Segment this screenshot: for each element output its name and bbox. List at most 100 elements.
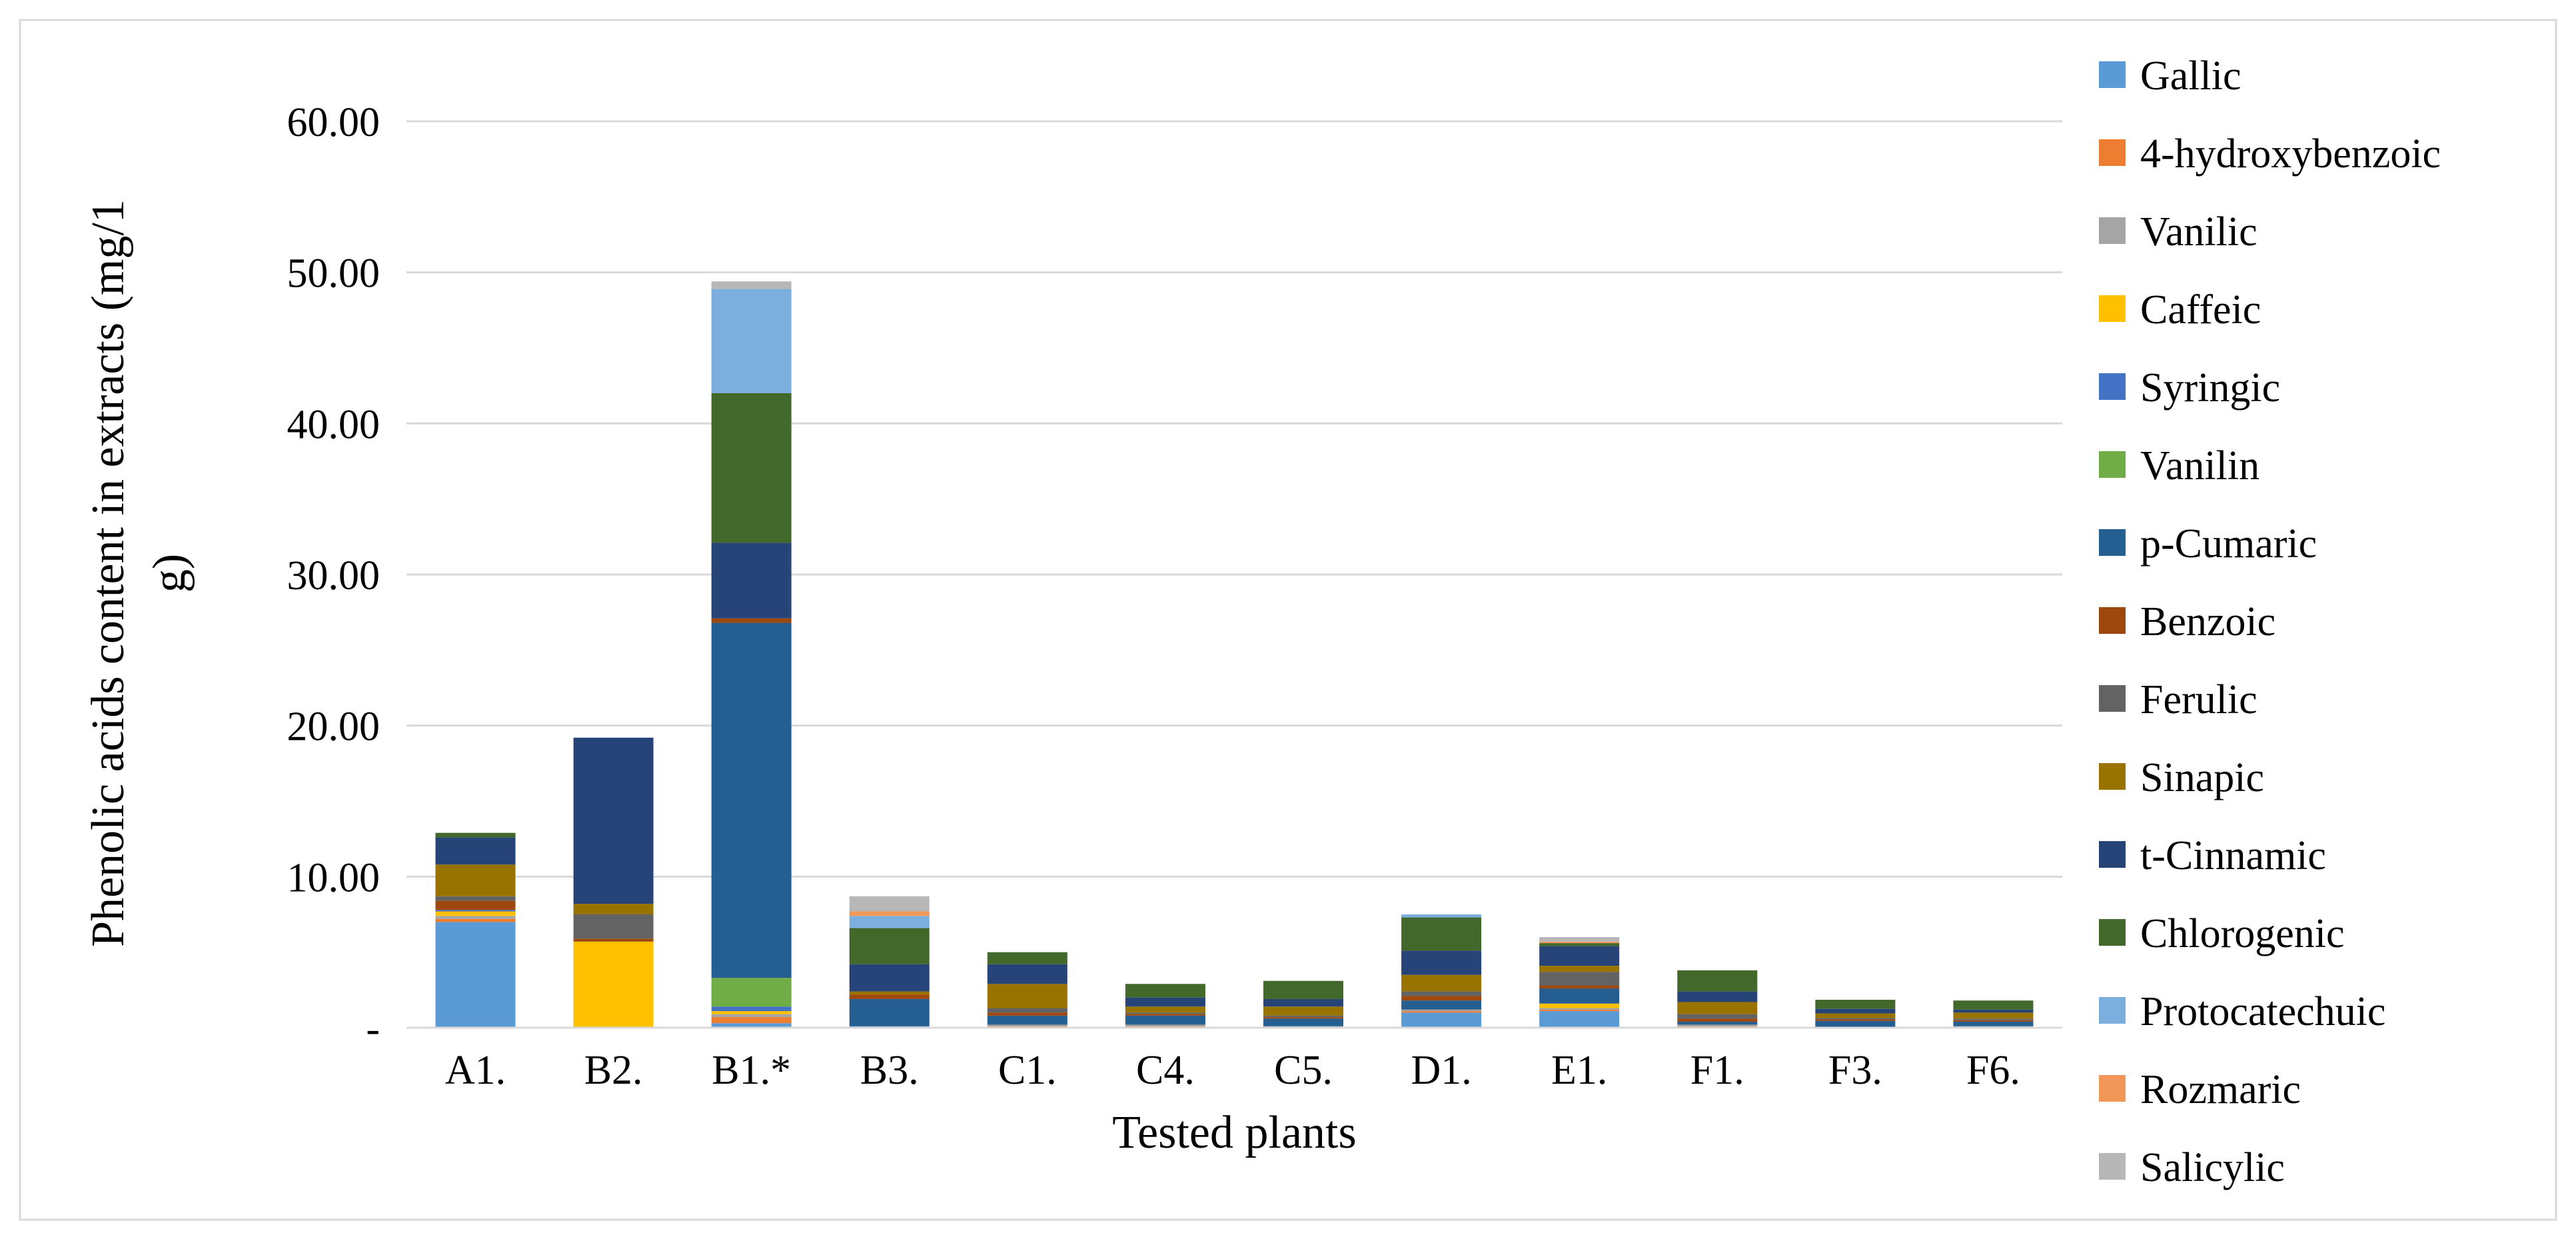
- bar-segment: [1263, 980, 1344, 999]
- bar-segment: [573, 737, 654, 904]
- bar-segment: [1401, 914, 1482, 918]
- legend-label: Vanilin: [2140, 443, 2259, 489]
- bar-segment: [1677, 1024, 1758, 1026]
- x-tick-label: B1.*: [712, 1048, 791, 1093]
- bar-segment: [849, 911, 930, 916]
- bar-segment: [1953, 1018, 2034, 1020]
- y-tick-label: 40.00: [287, 402, 380, 447]
- bar-segment: [1125, 997, 1205, 1007]
- bar-segment: [435, 918, 516, 922]
- x-tick-label: A1.: [445, 1048, 506, 1093]
- x-tick-label: C4.: [1136, 1048, 1195, 1093]
- bar-segment: [1539, 1009, 1620, 1012]
- legend-label: Syringic: [2140, 365, 2280, 411]
- bar-segment: [1677, 991, 1758, 1002]
- legend-swatch: [2099, 1075, 2126, 1102]
- axes: - 10.00 20.00 30.00 40.00 50.00 60.00 A1. B2. B1.…: [83, 100, 2062, 1158]
- bar-segment: [711, 281, 792, 289]
- bar-segment: [711, 978, 792, 1007]
- bar-segment: [987, 984, 1067, 1008]
- bar-segment: [1953, 1020, 2034, 1022]
- bar-segment: [1539, 946, 1620, 966]
- x-tick-label: F1.: [1690, 1048, 1744, 1093]
- bar-segment: [1539, 941, 1620, 944]
- bar-segment: [1539, 1011, 1620, 1028]
- legend-label: p-Cumaric: [2140, 521, 2317, 567]
- legend-label: Salicylic: [2140, 1145, 2285, 1190]
- legend-swatch: [2099, 1153, 2126, 1180]
- bar-segment: [1539, 1008, 1620, 1010]
- legend-label: Benzoic: [2140, 599, 2275, 644]
- bar-segment: [711, 289, 792, 393]
- legend-swatch: [2099, 529, 2126, 556]
- bar-segment: [1401, 1009, 1482, 1012]
- bar-segment: [711, 1011, 792, 1014]
- legend-swatch: [2099, 919, 2126, 946]
- legend-swatch: [2099, 763, 2126, 790]
- bar-segment: [1125, 1015, 1205, 1025]
- x-tick-label: E1.: [1551, 1048, 1607, 1093]
- bar-segment: [1815, 1020, 1896, 1027]
- bar-segment: [711, 622, 792, 978]
- bar-segment: [435, 911, 516, 916]
- bar-segment: [849, 916, 930, 928]
- x-tick-label: F3.: [1828, 1048, 1882, 1093]
- bar-segment: [1539, 988, 1620, 1004]
- bar-segment: [987, 952, 1067, 964]
- bar-segment: [711, 1023, 792, 1028]
- bar-segment: [1263, 1006, 1344, 1016]
- bar-segment: [1539, 972, 1620, 986]
- legend-label: Rozmaric: [2140, 1067, 2301, 1112]
- bar-segment: [573, 914, 654, 939]
- bar-segment: [711, 543, 792, 619]
- legend-label: Protocatechuic: [2140, 989, 2385, 1034]
- legend-swatch: [2099, 451, 2126, 478]
- bar-segment: [1401, 996, 1482, 1001]
- y-axis-title: g): [144, 554, 195, 593]
- legend-swatch: [2099, 295, 2126, 322]
- legend-label: Ferulic: [2140, 677, 2257, 722]
- bar-segment: [573, 938, 654, 942]
- bar-segment: [435, 916, 516, 919]
- legend-label: Gallic: [2140, 53, 2242, 99]
- bar-segment: [711, 393, 792, 543]
- bar-segment: [1263, 1017, 1344, 1019]
- bar-segment: [987, 964, 1067, 984]
- legend-swatch: [2099, 61, 2126, 88]
- bar-segment: [849, 928, 930, 964]
- legend-swatch: [2099, 607, 2126, 634]
- bar-segment: [1815, 1000, 1896, 1009]
- bar-segment: [849, 998, 930, 1026]
- legend-swatch: [2099, 685, 2126, 712]
- bar-segment: [1677, 970, 1758, 992]
- y-tick-label: 30.00: [287, 553, 380, 599]
- x-tick-label: F6.: [1966, 1048, 2020, 1093]
- bar-segment: [1953, 1021, 2034, 1026]
- bar-segment: [1953, 1009, 2034, 1013]
- bar-segment: [849, 994, 930, 999]
- bar-segment: [435, 832, 516, 838]
- legend-label: Sinapic: [2140, 755, 2264, 800]
- bar-segment: [711, 1017, 792, 1024]
- legend-swatch: [2099, 997, 2126, 1024]
- bar-segment: [435, 864, 516, 896]
- bar-segment: [1125, 1012, 1205, 1014]
- legend-label: 4-hydroxybenzoic: [2140, 131, 2441, 177]
- bar-segment: [849, 991, 930, 995]
- y-tick-label: 50.00: [287, 251, 380, 297]
- x-tick-label: B3.: [860, 1048, 919, 1093]
- bar-segment: [1401, 917, 1482, 951]
- bar-segment: [435, 837, 516, 865]
- bar-segment: [1953, 1026, 2034, 1027]
- bar-segment: [987, 1024, 1067, 1026]
- bar-segment: [1677, 1021, 1758, 1025]
- bar-segment: [1125, 984, 1205, 998]
- legend-swatch: [2099, 373, 2126, 400]
- bars: [435, 281, 2034, 1028]
- bar-segment: [1953, 1012, 2034, 1019]
- legend: Gallic 4-hydroxybenzoic Vanilic Caffeic Syri…: [2099, 53, 2441, 1190]
- y-axis-title: Phenolic acids content in extracts (mg/1: [83, 199, 134, 947]
- bar-segment: [1815, 1018, 1896, 1020]
